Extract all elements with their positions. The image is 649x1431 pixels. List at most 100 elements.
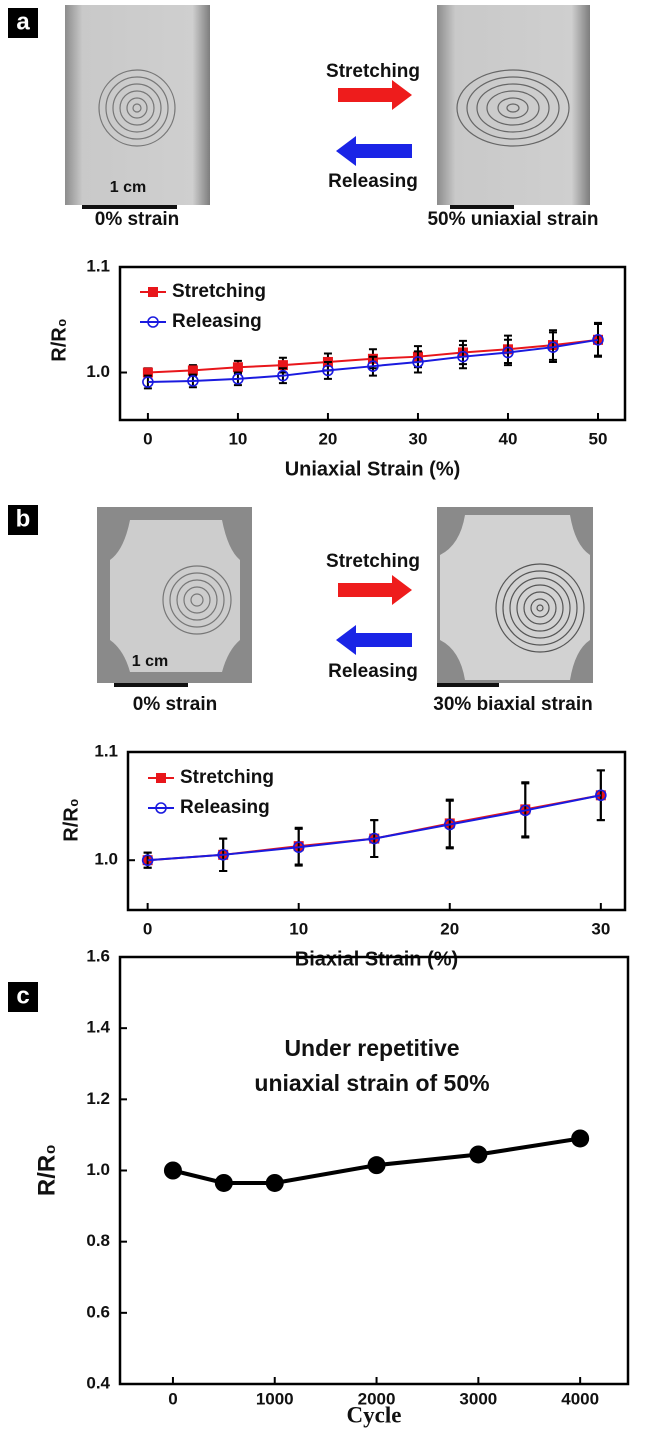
- marker: [292, 841, 305, 854]
- marker: [232, 373, 244, 385]
- panel-label: b: [16, 505, 31, 532]
- marker: [469, 1145, 488, 1164]
- x-tick-label: 40: [499, 429, 518, 448]
- y-tick-label: 1.4: [86, 1018, 110, 1037]
- marker: [148, 287, 158, 297]
- x-tick-label: 1000: [256, 1389, 294, 1408]
- marker: [141, 854, 154, 867]
- marker: [142, 367, 153, 378]
- photo-caption: 30% biaxial strain: [433, 694, 592, 715]
- photo: [97, 507, 252, 687]
- y-tick-label: 1.1: [94, 741, 118, 760]
- marker: [443, 818, 456, 831]
- marker: [163, 1161, 182, 1180]
- marker: [547, 341, 559, 353]
- x-tick-label: 20: [318, 429, 337, 448]
- scale-bar-label: 1 cm: [132, 653, 168, 670]
- scale-bar-label: 1 cm: [110, 179, 146, 196]
- marker: [214, 1173, 233, 1192]
- y-axis-title: R/R₀: [60, 798, 82, 841]
- marker: [595, 789, 607, 802]
- chart: 0 1000 2000 3000 4000 0.4 0.6 0.8 1.0 1.2 1.4 1.6 Cy…: [33, 946, 630, 1427]
- marker: [412, 356, 424, 368]
- photo-caption: 0% strain: [95, 209, 179, 230]
- y-tick-label: 0.4: [86, 1373, 110, 1392]
- plot-frame: [118, 265, 627, 422]
- panel-label: a: [16, 8, 30, 35]
- error-bar: [593, 322, 602, 357]
- y-tick-label: 1.0: [94, 850, 118, 869]
- marker: [142, 376, 154, 388]
- y-tick-label: 1.1: [86, 256, 110, 275]
- x-tick-label: 30: [408, 429, 427, 448]
- marker: [187, 375, 199, 387]
- legend-label: Stretching: [180, 767, 274, 788]
- marker: [232, 362, 243, 373]
- marker: [156, 773, 166, 783]
- x-tick-label: 2000: [358, 1389, 396, 1408]
- arrow-label: Releasing: [328, 171, 418, 192]
- marker: [367, 1156, 386, 1175]
- marker: [322, 364, 334, 377]
- chart: 0 10 20 30 40 50 1.0 1.1 Uniaxial Strain (%) R/R₀…: [48, 256, 627, 480]
- marker: [277, 360, 288, 371]
- x-axis-title: Uniaxial Strain (%): [285, 458, 461, 480]
- marker: [147, 316, 159, 328]
- x-tick-label: 30: [591, 919, 610, 938]
- arrow-right: [338, 575, 412, 605]
- x-tick-label: 0: [168, 1389, 177, 1408]
- panel-label-box: [8, 8, 38, 38]
- series-line: [147, 338, 599, 384]
- photo: [437, 507, 593, 687]
- arrow-right: [338, 80, 412, 110]
- marker: [502, 346, 514, 359]
- marker: [265, 1173, 284, 1192]
- y-tick-label: 1.2: [86, 1089, 110, 1108]
- marker: [571, 1129, 590, 1148]
- photo-caption: 0% strain: [133, 694, 217, 715]
- marker: [187, 365, 198, 376]
- annotation: uniaxial strain of 50%: [254, 1070, 489, 1096]
- y-tick-label: 1.0: [86, 362, 110, 381]
- marker: [457, 350, 469, 363]
- y-tick-label: 0.8: [86, 1231, 110, 1250]
- legend-label: Releasing: [172, 311, 262, 332]
- legend-label: Stretching: [172, 281, 266, 302]
- error-bar: [596, 769, 605, 822]
- arrow-left: [336, 625, 412, 655]
- marker: [368, 832, 381, 845]
- arrow-label: Stretching: [326, 551, 420, 572]
- y-tick-label: 0.6: [86, 1302, 110, 1321]
- arrow-label: Stretching: [326, 61, 420, 82]
- x-tick-label: 4000: [561, 1389, 599, 1408]
- plot-frame: [126, 750, 627, 912]
- x-tick-label: 3000: [459, 1389, 497, 1408]
- x-tick-label: 0: [143, 919, 152, 938]
- x-tick-label: 0: [143, 429, 152, 448]
- photo: [65, 5, 210, 209]
- y-tick-label: 1.6: [86, 946, 110, 965]
- x-tick-label: 10: [289, 919, 308, 938]
- legend-label: Releasing: [180, 797, 270, 818]
- x-tick-label: 20: [440, 919, 459, 938]
- x-axis-title: Cycle: [347, 1402, 402, 1427]
- x-tick-label: 10: [228, 429, 247, 448]
- arrow-label: Releasing: [328, 661, 418, 682]
- y-axis-title: R/R₀: [48, 318, 70, 361]
- photo-caption: 50% uniaxial strain: [427, 209, 598, 230]
- chart: 0 10 20 30 1.0 1.1 Biaxial Strain (%) R/R₀ Stret…: [60, 741, 627, 970]
- panel-label-box: [8, 982, 38, 1012]
- marker: [592, 334, 604, 346]
- marker: [217, 849, 229, 861]
- y-axis-title: R/R₀: [33, 1144, 60, 1196]
- annotation: Under repetitive: [284, 1035, 459, 1061]
- marker: [367, 360, 379, 372]
- x-tick-label: 50: [589, 429, 608, 448]
- marker: [519, 804, 532, 817]
- arrow-left: [336, 136, 412, 166]
- panel-label: c: [16, 982, 29, 1009]
- marker: [277, 369, 289, 382]
- y-tick-label: 1.0: [86, 1160, 110, 1179]
- panel-label-box: [8, 505, 38, 535]
